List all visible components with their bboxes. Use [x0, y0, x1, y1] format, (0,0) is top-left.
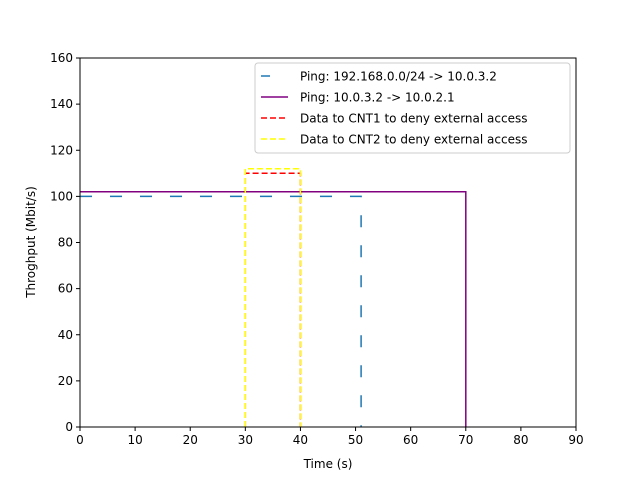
y-tick-label: 100 — [50, 189, 73, 203]
x-tick-label: 0 — [76, 433, 84, 447]
x-tick-label: 60 — [403, 433, 418, 447]
x-tick-label: 20 — [183, 433, 198, 447]
series-line-2 — [80, 191, 467, 427]
y-tick-label: 40 — [58, 328, 73, 342]
x-tick-label: 30 — [238, 433, 253, 447]
x-tick-label: 90 — [568, 433, 583, 447]
x-tick-label: 50 — [348, 433, 363, 447]
series-line-3 — [244, 172, 302, 427]
y-tick-label: 80 — [58, 236, 73, 250]
legend-label-1: Ping: 192.168.0.0/24 -> 10.0.3.2 — [300, 70, 497, 84]
y-tick-label: 140 — [50, 97, 73, 111]
x-tick-label: 80 — [513, 433, 528, 447]
y-tick-label: 20 — [58, 374, 73, 388]
y-tick-label: 120 — [50, 143, 73, 157]
x-tick-label: 40 — [293, 433, 308, 447]
y-tick-label: 60 — [58, 282, 73, 296]
legend-label-3: Data to CNT1 to deny external access — [300, 112, 527, 126]
legend-label-2: Ping: 10.0.3.2 -> 10.0.2.1 — [300, 91, 455, 105]
legend-label-4: Data to CNT2 to deny external access — [300, 133, 527, 147]
x-tick-label: 70 — [458, 433, 473, 447]
x-tick-label: 10 — [127, 433, 142, 447]
series-line-1 — [80, 195, 362, 427]
y-axis-ticks: 0 20 40 60 80 100 120 140 160 — [50, 51, 80, 434]
legend: Ping: 192.168.0.0/24 -> 10.0.3.2 Ping: 10… — [254, 62, 571, 154]
series-layer — [80, 167, 467, 427]
y-tick-label: 0 — [65, 420, 73, 434]
y-tick-label: 160 — [50, 51, 73, 65]
x-axis-label: Time (s) — [303, 457, 353, 471]
series-line-4 — [244, 167, 302, 427]
x-axis-ticks: 0 10 20 30 40 50 60 70 80 90 — [76, 427, 584, 447]
y-axis-label: Throghput (Mbit/s) — [24, 186, 38, 299]
legend-box — [254, 62, 571, 154]
